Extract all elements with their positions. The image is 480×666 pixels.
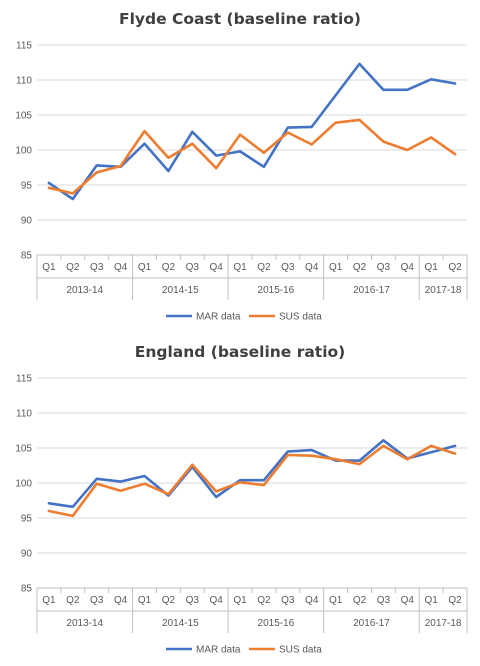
y-tick-label: 100 [15,479,32,490]
x-tick-label: Q1 [138,262,152,273]
series-line-sus-data [47,118,457,195]
x-tick-label: Q2 [162,262,176,273]
x-tick-label: Q3 [186,262,200,273]
x-tick-label: Q4 [305,262,319,273]
x-tick-label: Q1 [233,595,247,606]
group-label: 2015-16 [258,285,295,296]
y-tick-label: 90 [21,549,33,560]
x-tick-label: Q2 [448,262,462,273]
legend-label: SUS data [279,312,322,323]
x-tick-label: Q3 [186,595,200,606]
x-tick-label: Q2 [353,262,367,273]
x-tick-label: Q3 [377,595,391,606]
x-tick-label: Q4 [209,262,223,273]
y-tick-label: 115 [16,374,32,385]
x-tick-label: Q2 [257,595,271,606]
y-tick-label: 115 [16,41,32,52]
x-tick-label: Q3 [281,262,295,273]
series-line-mar-data [47,62,457,201]
x-tick-label: Q2 [66,262,80,273]
x-tick-label: Q4 [114,595,128,606]
group-label: 2013-14 [66,285,103,296]
y-tick-label: 90 [21,216,33,227]
y-tick-label: 100 [15,146,32,157]
x-tick-label: Q1 [42,595,56,606]
legend-label: MAR data [196,312,241,323]
group-label: 2017-18 [425,618,462,629]
chart-title: Flyde Coast (baseline ratio) [119,10,361,28]
x-tick-label: Q3 [90,262,104,273]
chart-title: England (baseline ratio) [135,343,346,361]
series-line-sus-data [47,444,457,518]
flyde-coast-chart: Flyde Coast (baseline ratio) 85 90 95 100 105… [15,10,468,323]
x-tick-label: Q1 [42,262,56,273]
x-tick-label: Q1 [424,262,438,273]
group-label: 2014-15 [162,285,199,296]
legend-label: SUS data [279,645,322,656]
x-tick-label: Q4 [209,595,223,606]
x-tick-label: Q4 [305,595,319,606]
x-tick-label: Q1 [424,595,438,606]
y-tick-label: 95 [21,514,33,525]
x-tick-label: Q2 [162,595,176,606]
y-tick-label: 105 [15,111,32,122]
group-label: 2016-17 [353,285,390,296]
x-tick-label: Q4 [401,262,415,273]
x-tick-label: Q4 [401,595,415,606]
x-tick-label: Q2 [66,595,80,606]
y-tick-label: 105 [15,444,32,455]
legend-label: MAR data [196,645,241,656]
x-tick-label: Q1 [233,262,247,273]
group-label: 2017-18 [425,285,462,296]
x-tick-label: Q1 [138,595,152,606]
group-label: 2015-16 [258,618,295,629]
y-tick-label: 85 [21,251,33,262]
group-label: 2014-15 [162,618,199,629]
x-tick-label: Q3 [90,595,104,606]
x-tick-label: Q1 [329,595,343,606]
group-label: 2013-14 [66,618,103,629]
x-tick-label: Q3 [377,262,391,273]
y-tick-label: 110 [16,409,32,420]
group-label: 2016-17 [353,618,390,629]
y-tick-label: 110 [16,76,32,87]
england-chart: England (baseline ratio) 85 90 95 100 105 110 1… [15,343,468,656]
x-tick-label: Q2 [353,595,367,606]
x-tick-label: Q4 [114,262,128,273]
x-tick-label: Q3 [281,595,295,606]
y-tick-label: 85 [21,584,33,595]
x-tick-label: Q2 [257,262,271,273]
x-tick-label: Q1 [329,262,343,273]
series-line-mar-data [47,439,457,509]
x-tick-label: Q2 [448,595,462,606]
y-tick-label: 95 [21,181,33,192]
